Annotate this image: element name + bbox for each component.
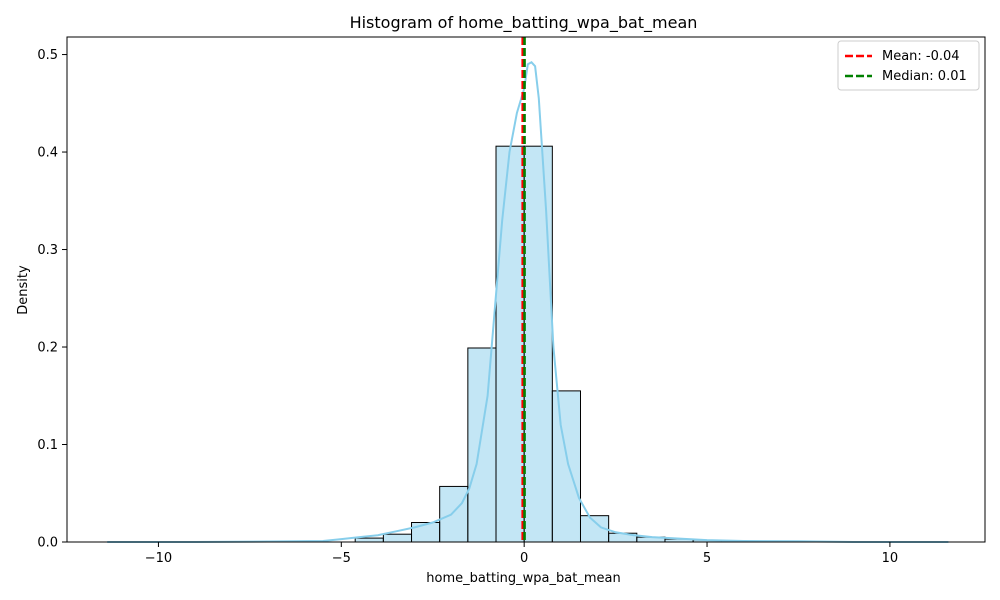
y-axis-label: Density	[16, 265, 31, 315]
histogram-bar	[551, 390, 581, 543]
histogram-bar	[467, 347, 497, 543]
axes-frame	[66, 36, 986, 543]
x-axis-ticks: −10 −5 0 5 10	[145, 542, 898, 566]
histogram-bar	[354, 537, 384, 543]
histogram-bars	[354, 145, 722, 543]
x-tick-label: −10	[145, 551, 172, 566]
y-tick-label: 0.4	[37, 146, 58, 161]
y-tick-label: 0.0	[37, 536, 58, 551]
legend-box	[837, 40, 980, 91]
legend: Mean: -0.04 Median: 0.01	[837, 40, 980, 91]
histogram-bar	[439, 485, 469, 543]
reference-lines	[521, 37, 526, 542]
x-tick-label: 0	[520, 551, 528, 566]
y-tick-label: 0.3	[37, 243, 58, 258]
y-axis-ticks: 0.0 0.1 0.2 0.3 0.4 0.5	[37, 48, 67, 551]
y-tick-label: 0.1	[37, 438, 58, 453]
chart-title: Histogram of home_batting_wpa_bat_mean	[350, 13, 698, 33]
plot-area	[66, 36, 986, 543]
y-tick-label: 0.2	[37, 341, 58, 356]
histogram-bar	[495, 145, 525, 543]
histogram-bar	[523, 145, 553, 543]
x-tick-label: 5	[703, 551, 711, 566]
legend-median-label: Median: 0.01	[882, 69, 967, 84]
legend-mean-label: Mean: -0.04	[882, 49, 960, 64]
y-tick-label: 0.5	[37, 48, 58, 63]
histogram-bar	[382, 533, 413, 543]
x-tick-label: −5	[332, 551, 351, 566]
x-axis-label: home_batting_wpa_bat_mean	[426, 571, 620, 586]
x-tick-label: 10	[882, 551, 899, 566]
kde-curve	[107, 61, 949, 543]
